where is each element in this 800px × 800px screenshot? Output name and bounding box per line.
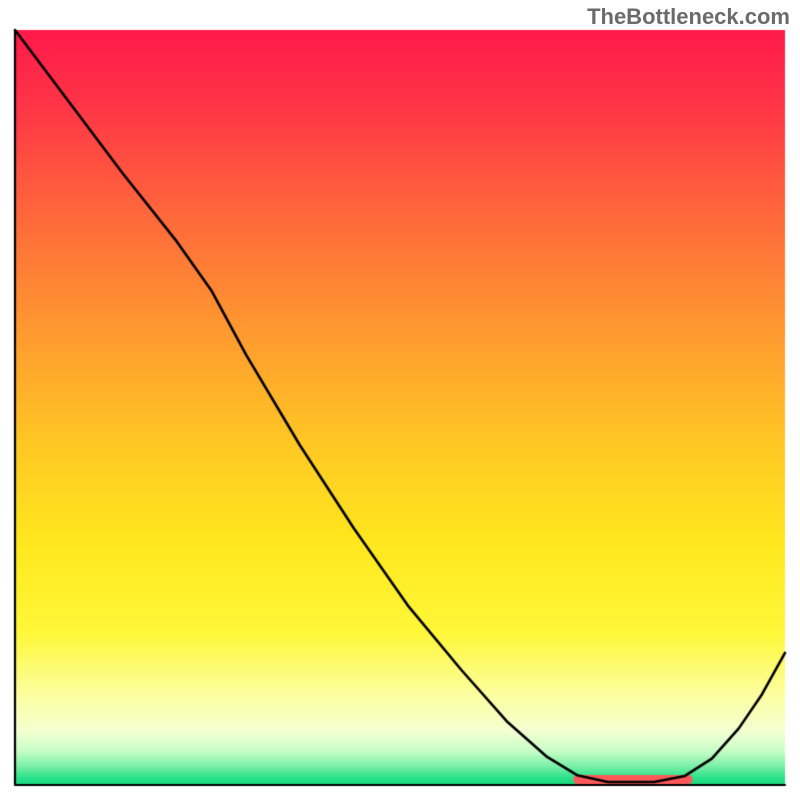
bottleneck-gradient-chart — [0, 0, 800, 800]
watermark-label: TheBottleneck.com — [587, 4, 790, 30]
